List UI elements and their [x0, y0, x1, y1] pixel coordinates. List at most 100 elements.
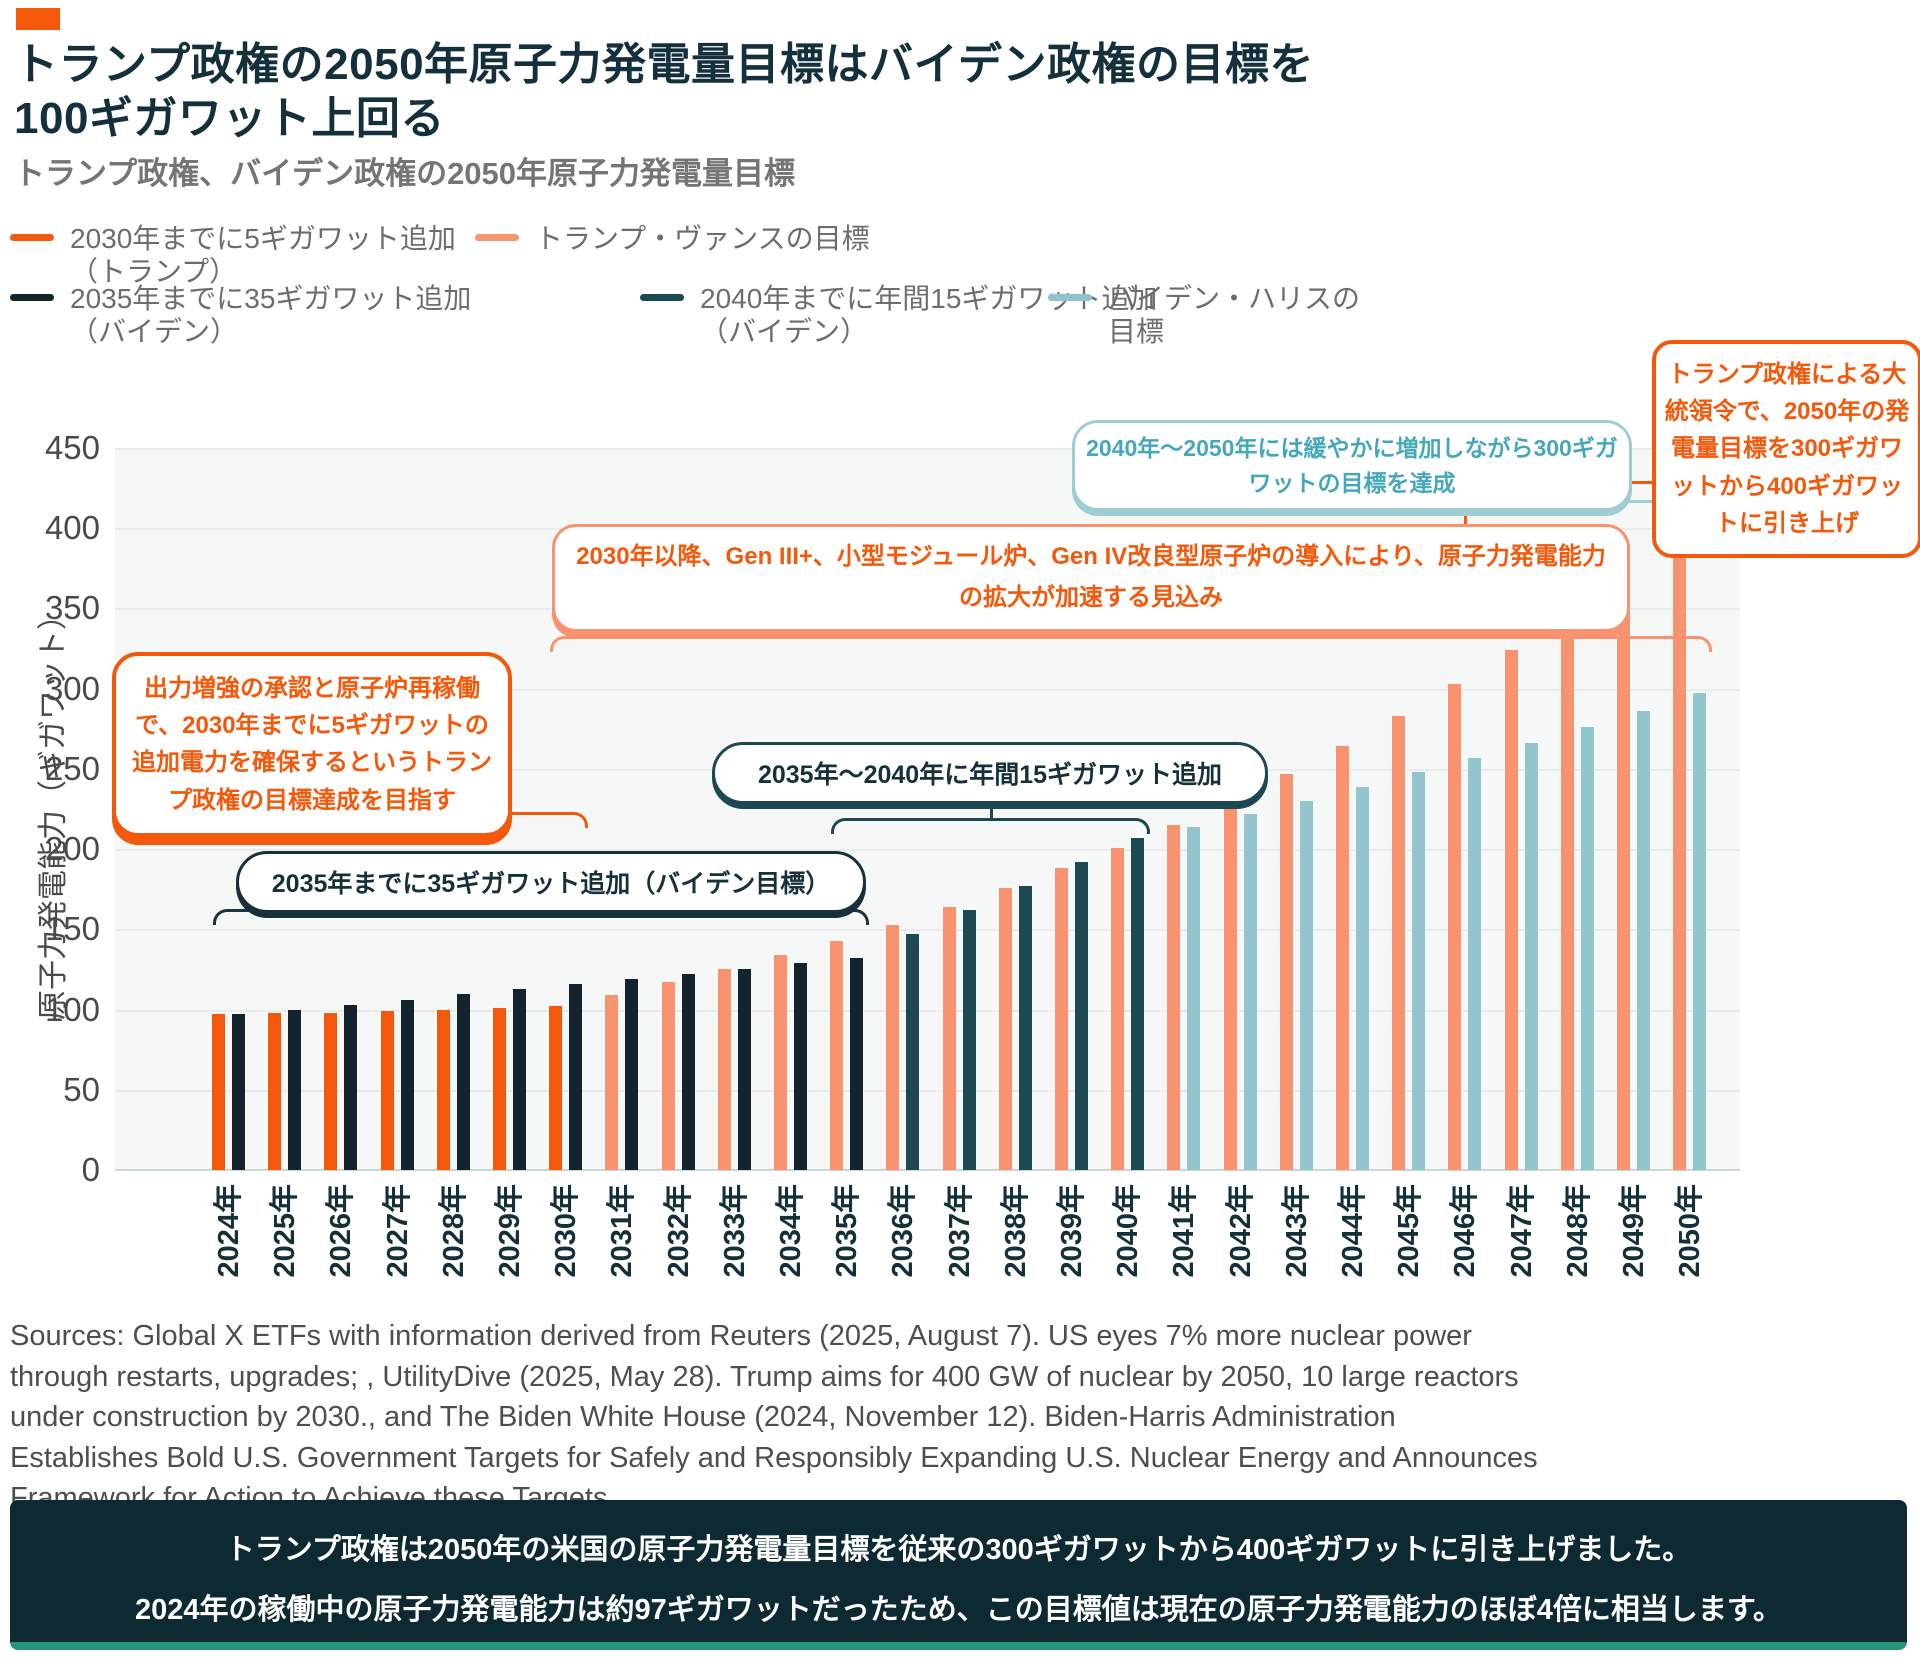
x-label-2036: 2036年: [887, 1184, 920, 1278]
callout-biden-300gw: 2040年～2050年には緩やかに増加しながら300ギガワットの目標を達成: [1072, 420, 1632, 511]
x-label-2033: 2033年: [718, 1184, 751, 1278]
bar-trump-2033: [717, 969, 731, 1170]
legend-item-biden-15gw: 2040年までに年間15ギガワット追加（バイデン）: [640, 282, 1200, 348]
legend-item-biden-harris-target: バイデン・ハリスの目標: [1048, 282, 1368, 348]
y-tick-label-300: 300: [44, 669, 100, 707]
y-tick-label-150: 150: [44, 910, 100, 948]
bar-biden-2047: [1524, 743, 1538, 1170]
bar-trump-2048: [1560, 613, 1574, 1170]
legend-item-biden-35gw: 2035年までに35ギガワット追加（バイデン）: [10, 282, 500, 348]
bar-trump-2047: [1504, 650, 1518, 1170]
bar-trump-2034: [774, 955, 787, 1170]
callout-trump-400gw: トランプ政権による大統領令で、2050年の発電量目標を300ギガワットから400…: [1652, 340, 1920, 558]
x-label-2037: 2037年: [943, 1184, 976, 1278]
x-label-2029: 2029年: [494, 1184, 526, 1278]
bar-biden-2034: [794, 963, 807, 1170]
bar-biden-2024: [232, 1014, 245, 1170]
title-line-2: 100ギガワット上回る: [14, 93, 445, 143]
bar-biden-2028: [456, 993, 470, 1170]
x-label-2025: 2025年: [269, 1184, 302, 1278]
bar-biden-2029: [513, 988, 526, 1170]
gridline-0: [115, 1169, 1740, 1171]
bar-trump-2038: [998, 887, 1012, 1170]
x-label-2046: 2046年: [1449, 1184, 1482, 1278]
brace-biden-15gw: [831, 807, 1151, 834]
x-label-2049: 2049年: [1618, 1184, 1650, 1278]
bar-biden-2039: [1075, 861, 1088, 1170]
x-label-2043: 2043年: [1280, 1184, 1313, 1278]
x-label-2028: 2028年: [437, 1184, 470, 1278]
gridline-150: [115, 929, 1740, 932]
x-label-2045: 2045年: [1393, 1184, 1426, 1278]
bar-biden-2033: [737, 969, 751, 1170]
gridline-100: [115, 1009, 1740, 1012]
bar-biden-2026: [344, 1004, 358, 1170]
callout-biden-15gw-per-year: 2035年～2040年に年間15ギガワット追加: [712, 742, 1268, 804]
brand-accent-bar: [16, 8, 60, 30]
bar-trump-2032: [661, 982, 675, 1170]
bar-biden-2049: [1637, 711, 1650, 1170]
bar-trump-2046: [1448, 683, 1462, 1170]
legend-swatch-biden-15gw: [640, 294, 684, 301]
bar-trump-2040: [1111, 847, 1125, 1170]
bar-biden-2038: [1018, 886, 1032, 1170]
page-title: トランプ政権の2050年原子力発電量目標はバイデン政権の目標を 100ギガワット…: [14, 38, 1714, 145]
title-line-1: トランプ政権の2050年原子力発電量目標はバイデン政権の目標を: [14, 40, 1315, 89]
x-label-2035: 2035年: [831, 1184, 864, 1278]
legend-item-trump-vance-target: トランプ・ヴァンスの目標: [475, 222, 955, 255]
bar-biden-2042: [1243, 813, 1257, 1170]
bar-trump-2044: [1336, 746, 1349, 1170]
bar-trump-2024: [212, 1014, 225, 1170]
footer-line-2: 2024年の稼働中の原子力発電能力は約97ギガワットだったため、この目標値は現在…: [134, 1594, 1782, 1626]
bar-biden-2048: [1580, 727, 1594, 1170]
y-tick-label-100: 100: [44, 990, 100, 1028]
x-label-2040: 2040年: [1112, 1184, 1145, 1278]
y-tick-label-0: 0: [81, 1151, 100, 1188]
gridline-300: [115, 688, 1740, 691]
gridline-200: [115, 849, 1740, 852]
bar-trump-2045: [1392, 715, 1406, 1170]
x-label-2034: 2034年: [775, 1184, 807, 1278]
legend-swatch-biden-35gw: [10, 294, 54, 301]
summary-footer: トランプ政権は2050年の米国の原子力発電量目標を従来の300ギガワットから40…: [10, 1500, 1907, 1650]
legend-swatch-trump-vance: [475, 234, 519, 241]
y-tick-label-400: 400: [44, 509, 100, 547]
chart-subtitle: トランプ政権、バイデン政権の2050年原子力発電量目標: [14, 156, 796, 191]
bar-biden-2027: [400, 999, 414, 1170]
brace-trump-accel: [550, 625, 1713, 652]
bar-trump-2027: [380, 1011, 394, 1170]
gridline-50: [115, 1089, 1740, 1092]
bar-biden-2046: [1468, 757, 1482, 1170]
bar-biden-2032: [681, 974, 695, 1170]
bar-biden-2036: [906, 934, 920, 1170]
legend-label: 2030年までに5ギガワット追加（トランプ）: [70, 223, 456, 288]
y-tick-label-450: 450: [44, 429, 100, 466]
x-label-2042: 2042年: [1224, 1184, 1257, 1278]
sources-text: Sources: Global X ETFs with information …: [10, 1320, 1538, 1515]
bar-trump-2043: [1279, 773, 1293, 1170]
x-label-2032: 2032年: [662, 1184, 695, 1278]
callout-trump-2030-target: 出力増強の承認と原子炉再稼働で、2030年までに5ギガワットの追加電力を確保する…: [112, 652, 512, 837]
legend-label: 2035年までに35ギガワット追加（バイデン）: [70, 283, 472, 348]
x-label-2031: 2031年: [606, 1184, 639, 1278]
y-tick-label-250: 250: [44, 749, 100, 787]
bar-biden-2025: [288, 1009, 302, 1170]
bar-trump-2050: [1673, 531, 1687, 1170]
y-tick-label-200: 200: [44, 830, 100, 868]
bar-trump-2042: [1223, 799, 1237, 1170]
bar-trump-2031: [605, 995, 619, 1170]
bar-biden-2050: [1693, 693, 1707, 1170]
bar-biden-2045: [1412, 772, 1426, 1170]
legend-label: バイデン・ハリスの目標: [1108, 283, 1361, 348]
bar-biden-2037: [962, 910, 976, 1170]
footer-line-1: トランプ政権は2050年の米国の原子力発電量目標を従来の300ギガワットから40…: [225, 1534, 1692, 1566]
bar-trump-2028: [436, 1009, 450, 1170]
callout-biden-35gw: 2035年までに35ギガワット追加（バイデン目標）: [236, 851, 866, 913]
legend-label: 2040年までに年間15ギガワット追加（バイデン）: [700, 283, 1158, 348]
bar-biden-2031: [625, 979, 639, 1170]
x-label-2047: 2047年: [1505, 1184, 1538, 1278]
x-label-2041: 2041年: [1168, 1184, 1201, 1278]
bar-trump-2049: [1617, 573, 1630, 1170]
bar-trump-2025: [268, 1012, 282, 1170]
bar-trump-2039: [1055, 868, 1068, 1170]
